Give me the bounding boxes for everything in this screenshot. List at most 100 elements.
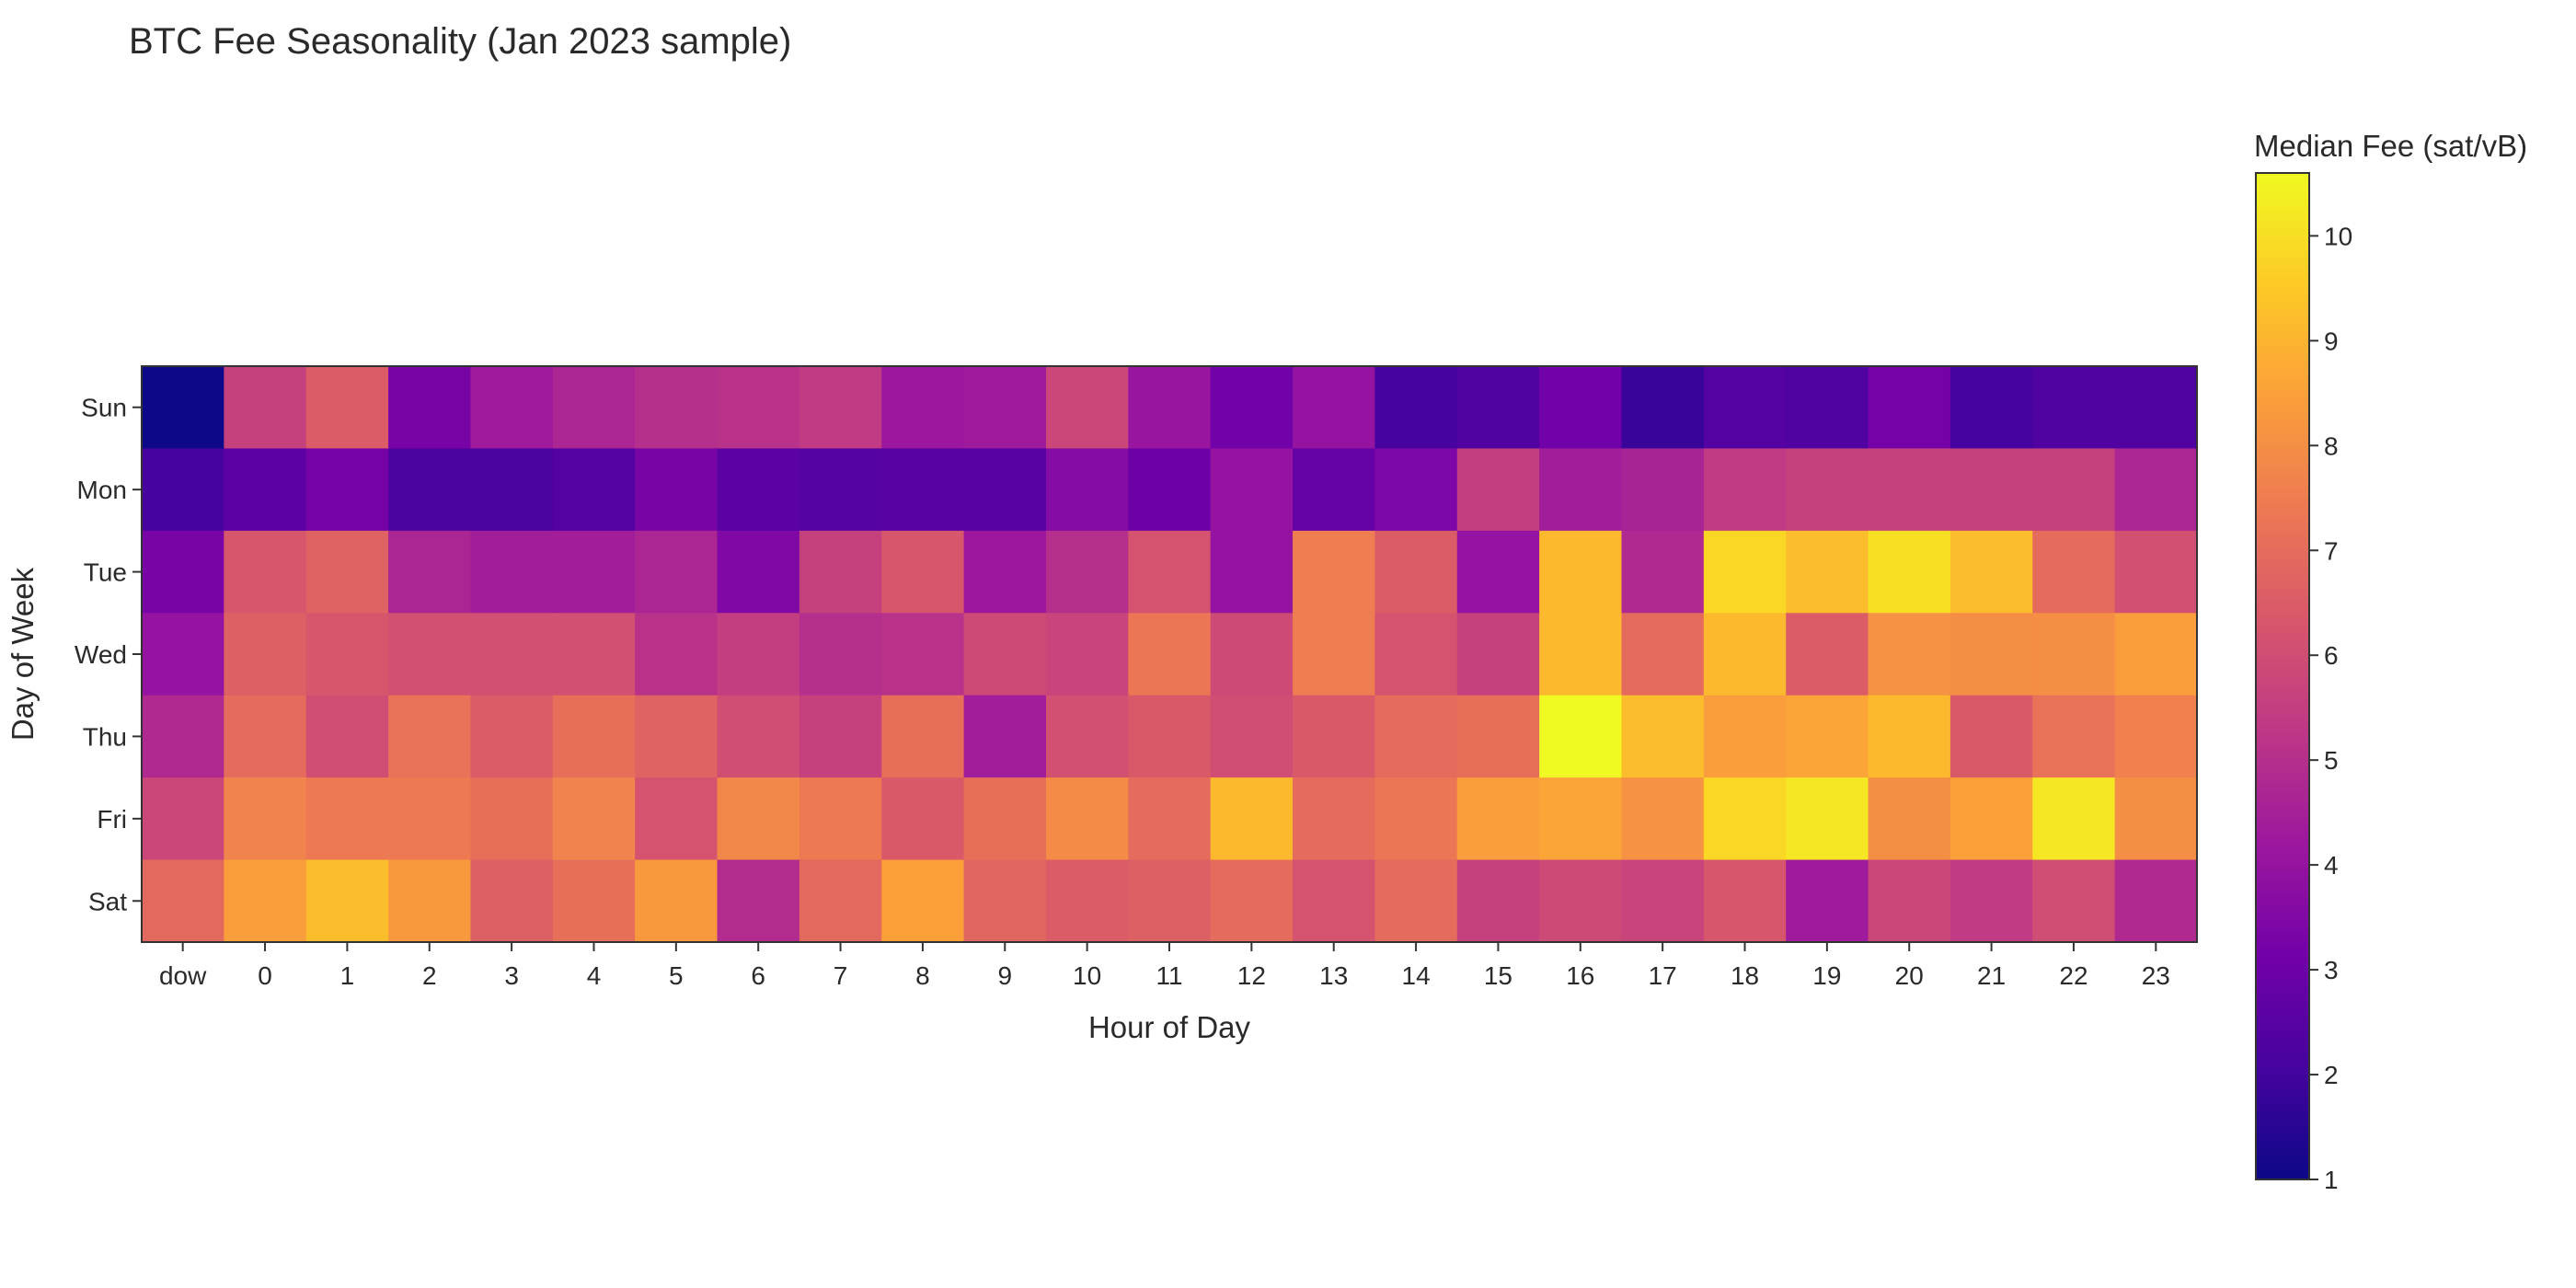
heatmap-cell: [963, 695, 1047, 778]
heatmap-cell: [1949, 448, 2033, 532]
heatmap-cell: [2114, 366, 2198, 450]
x-tick-label: 22: [2059, 961, 2087, 990]
heatmap-cell: [1210, 448, 1294, 532]
x-tick-label: 15: [1484, 961, 1512, 990]
heatmap-cell: [1293, 613, 1375, 696]
heatmap-cell: [1786, 859, 1869, 943]
x-tick-label: 12: [1237, 961, 1266, 990]
heatmap-cell: [1868, 777, 1951, 861]
heatmap-cell: [799, 613, 882, 696]
heatmap-cell: [881, 448, 965, 532]
x-tick-label: 10: [1073, 961, 1101, 990]
heatmap-cell: [1456, 366, 1540, 450]
x-tick-label: 1: [340, 961, 355, 990]
heatmap-cell: [224, 695, 307, 778]
heatmap-cell: [224, 613, 307, 696]
heatmap-cell: [1786, 530, 1869, 614]
heatmap-cell: [305, 530, 389, 614]
heatmap-cells: [142, 366, 2198, 943]
heatmap-cell: [388, 777, 472, 861]
heatmap-cell: [470, 777, 554, 861]
heatmap-cell: [470, 859, 554, 943]
heatmap-cell: [470, 366, 554, 450]
heatmap-cell: [1786, 613, 1869, 696]
heatmap-cell: [305, 859, 389, 943]
heatmap-cell: [552, 530, 636, 614]
heatmap-cell: [2114, 613, 2198, 696]
heatmap-cell: [799, 695, 882, 778]
x-tick-label: 23: [2142, 961, 2170, 990]
heatmap-cell: [1868, 448, 1951, 532]
colorbar-tick-label: 3: [2324, 956, 2339, 984]
heatmap-cell: [635, 859, 719, 943]
heatmap-cell: [1293, 859, 1375, 943]
x-tick-label: 2: [422, 961, 437, 990]
heatmap-cell: [1786, 366, 1869, 450]
heatmap-cell: [388, 366, 472, 450]
heatmap-cell: [799, 448, 882, 532]
heatmap-cell: [1621, 366, 1705, 450]
x-tick-label: 7: [834, 961, 848, 990]
heatmap-cell: [1045, 366, 1129, 450]
heatmap-cell: [388, 695, 472, 778]
y-tick-label: Wed: [75, 640, 127, 669]
x-tick-label: 0: [258, 961, 272, 990]
heatmap-cell: [552, 613, 636, 696]
heatmap-cell: [1539, 777, 1623, 861]
heatmap-cell: [1621, 448, 1705, 532]
heatmap-cell: [1128, 695, 1212, 778]
x-tick-label: 18: [1731, 961, 1759, 990]
heatmap-cell: [2114, 695, 2198, 778]
heatmap-cell: [2114, 777, 2198, 861]
heatmap-cell: [717, 448, 800, 532]
heatmap-cell: [1374, 448, 1458, 532]
heatmap-cell: [1045, 777, 1129, 861]
heatmap-cell: [142, 695, 224, 778]
y-tick-label: Tue: [84, 558, 127, 587]
y-tick-label: Fri: [97, 805, 127, 834]
heatmap-cell: [2032, 530, 2116, 614]
heatmap-cell: [1210, 366, 1294, 450]
heatmap-cell: [1703, 613, 1787, 696]
heatmap-cell: [1210, 613, 1294, 696]
heatmap-cell: [1868, 530, 1951, 614]
heatmap-cell: [1949, 366, 2033, 450]
colorbar-tick-label: 9: [2324, 327, 2339, 355]
x-tick-label: 16: [1566, 961, 1594, 990]
heatmap-cell: [1128, 448, 1212, 532]
heatmap-cell: [1456, 613, 1540, 696]
heatmap-cell: [881, 777, 965, 861]
heatmap-cell: [142, 777, 224, 861]
heatmap-cell: [717, 695, 800, 778]
heatmap-cell: [1703, 448, 1787, 532]
heatmap-cell: [305, 366, 389, 450]
heatmap-cell: [1539, 859, 1623, 943]
heatmap-cell: [1293, 448, 1375, 532]
colorbar-tick-label: 6: [2324, 641, 2339, 670]
heatmap-cell: [1621, 695, 1705, 778]
heatmap-cell: [305, 777, 389, 861]
heatmap-cell: [1128, 366, 1212, 450]
y-tick-label: Sun: [81, 394, 127, 422]
heatmap-cell: [1456, 448, 1540, 532]
heatmap-cell: [388, 613, 472, 696]
colorbar-tick-label: 8: [2324, 431, 2339, 460]
heatmap-cell: [1868, 859, 1951, 943]
heatmap-cell: [963, 366, 1047, 450]
heatmap-cell: [305, 695, 389, 778]
x-tick-label: dow: [159, 961, 207, 990]
heatmap-cell: [2032, 448, 2116, 532]
heatmap-cell: [635, 530, 719, 614]
y-tick-label: Thu: [83, 722, 127, 751]
heatmap-cell: [552, 695, 636, 778]
colorbar-tick-label: 2: [2324, 1061, 2339, 1089]
heatmap-cell: [1293, 530, 1375, 614]
heatmap-cell: [1456, 859, 1540, 943]
heatmap-cell: [717, 777, 800, 861]
heatmap-cell: [142, 448, 224, 532]
heatmap-cell: [717, 530, 800, 614]
heatmap-cell: [963, 530, 1047, 614]
heatmap-cell: [963, 777, 1047, 861]
heatmap-cell: [1456, 695, 1540, 778]
colorbar-ticks: 1 2 3 4 5 6 7 8 9 10: [2309, 222, 2352, 1194]
